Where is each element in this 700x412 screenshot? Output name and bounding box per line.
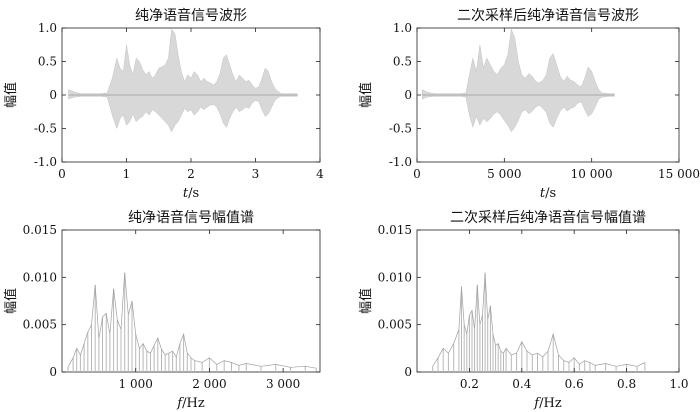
- x-tick-label: 0.6: [565, 377, 584, 391]
- waveform-envelope: [68, 28, 298, 133]
- y-tick-label: -0.5: [389, 122, 412, 136]
- y-tick-label: 0.010: [378, 270, 412, 284]
- x-tick-label: 2 000: [192, 377, 226, 391]
- y-tick-label: 0: [49, 88, 57, 102]
- y-tick-label: -1.0: [389, 155, 412, 169]
- plot-area: [61, 229, 321, 373]
- spectrum-stems: [67, 272, 317, 372]
- y-tick-label: 1.0: [38, 21, 57, 35]
- x-tick-label: 0.8: [617, 377, 636, 391]
- y-tick-label: 0.5: [393, 55, 412, 69]
- x-tick-label: 5 000: [487, 167, 521, 181]
- y-axis-label: 幅值: [358, 288, 374, 314]
- x-tick-label: 0.2: [460, 377, 479, 391]
- x-axis-label: t/s: [183, 186, 199, 201]
- x-tick-label: 0: [413, 167, 421, 181]
- x-tick-label: 2: [187, 167, 195, 181]
- x-tick-label: 3: [252, 167, 260, 181]
- chart-title: 二次采样后纯净语音信号波形: [457, 7, 639, 24]
- chart-title: 纯净语音信号波形: [135, 7, 247, 24]
- x-axis-label: f/Hz: [176, 396, 205, 411]
- y-tick-label: -0.5: [34, 122, 57, 136]
- y-tick-label: 0.5: [38, 55, 57, 69]
- chart-panel-2: 二次采样后纯净语音信号波形 0 5 000 10 000 15 000 -1.0 -0.5 0…: [358, 7, 700, 201]
- y-axis-label: 幅值: [3, 288, 19, 314]
- chart-title: 纯净语音信号幅值谱: [128, 209, 254, 226]
- x-axis-label: f/Hz: [533, 396, 562, 411]
- x-tick-label: 1: [123, 167, 131, 181]
- x-tick-label: 0: [58, 167, 66, 181]
- chart-title: 二次采样后纯净语音信号幅值谱: [450, 209, 646, 226]
- y-tick-label: 0.005: [378, 318, 412, 332]
- x-tick-label: 0.4: [512, 377, 531, 391]
- y-tick-label: 0.010: [23, 270, 57, 284]
- x-tick-label: 10 000: [571, 167, 613, 181]
- x-tick-label: 1 000: [119, 377, 153, 391]
- y-axis-label: 幅值: [358, 82, 374, 108]
- x-tick-label: 4: [316, 167, 324, 181]
- x-tick-label: 15 000: [658, 167, 700, 181]
- x-axis-label: t/s: [540, 186, 556, 201]
- x-tick-label: 3 000: [266, 377, 300, 391]
- x-tick-label: 1.0: [669, 377, 688, 391]
- y-tick-label: -1.0: [34, 155, 57, 169]
- spectrum-line: [67, 272, 317, 369]
- y-tick-label: 0: [49, 365, 57, 379]
- y-tick-label: 0: [404, 88, 412, 102]
- y-axis-label: 幅值: [3, 82, 19, 108]
- y-tick-label: 0.015: [23, 223, 57, 237]
- spectrum-stems: [432, 272, 646, 372]
- chart-panel-1: 纯净语音信号波形 0 1 2 3 4 -1.0 -0.5 0 0.5 1.0 t/s 幅值: [3, 7, 324, 201]
- chart-panel-3: 纯净语音信号幅值谱 1 000 2 000 3 000 0 0.005 0.010 0.015…: [3, 209, 321, 411]
- spectrum-line: [432, 272, 646, 367]
- waveform-envelope: [421, 28, 615, 133]
- y-tick-label: 1.0: [393, 21, 412, 35]
- y-tick-label: 0.005: [23, 318, 57, 332]
- chart-panel-4: 二次采样后纯净语音信号幅值谱 0.2 0.4 0.6 0.8 1.0 0 0.005 0.010…: [358, 209, 689, 411]
- y-tick-label: 0.015: [378, 223, 412, 237]
- y-tick-label: 0: [404, 365, 412, 379]
